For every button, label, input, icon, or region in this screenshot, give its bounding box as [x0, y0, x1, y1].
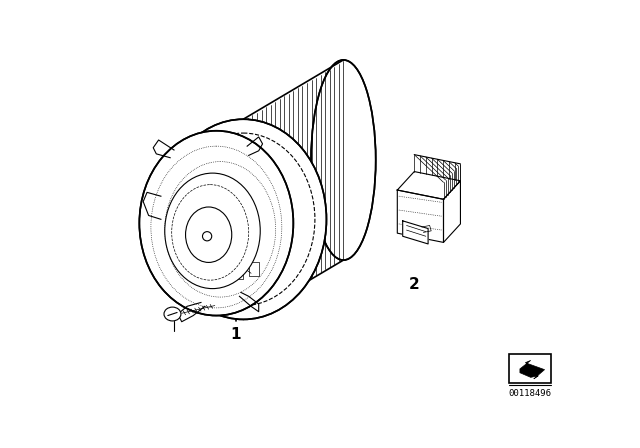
Ellipse shape: [164, 307, 181, 321]
Text: 2: 2: [409, 277, 420, 292]
Ellipse shape: [172, 133, 315, 306]
Circle shape: [202, 232, 212, 241]
Ellipse shape: [140, 131, 293, 315]
Bar: [509, 354, 551, 383]
Ellipse shape: [160, 119, 326, 319]
Polygon shape: [397, 190, 444, 242]
Polygon shape: [397, 172, 460, 199]
Ellipse shape: [311, 60, 376, 260]
Polygon shape: [403, 221, 428, 244]
Polygon shape: [520, 360, 545, 379]
Ellipse shape: [186, 207, 232, 263]
Polygon shape: [444, 181, 460, 242]
Text: 1: 1: [230, 327, 241, 342]
Ellipse shape: [164, 173, 260, 289]
Text: 00118496: 00118496: [509, 389, 552, 398]
